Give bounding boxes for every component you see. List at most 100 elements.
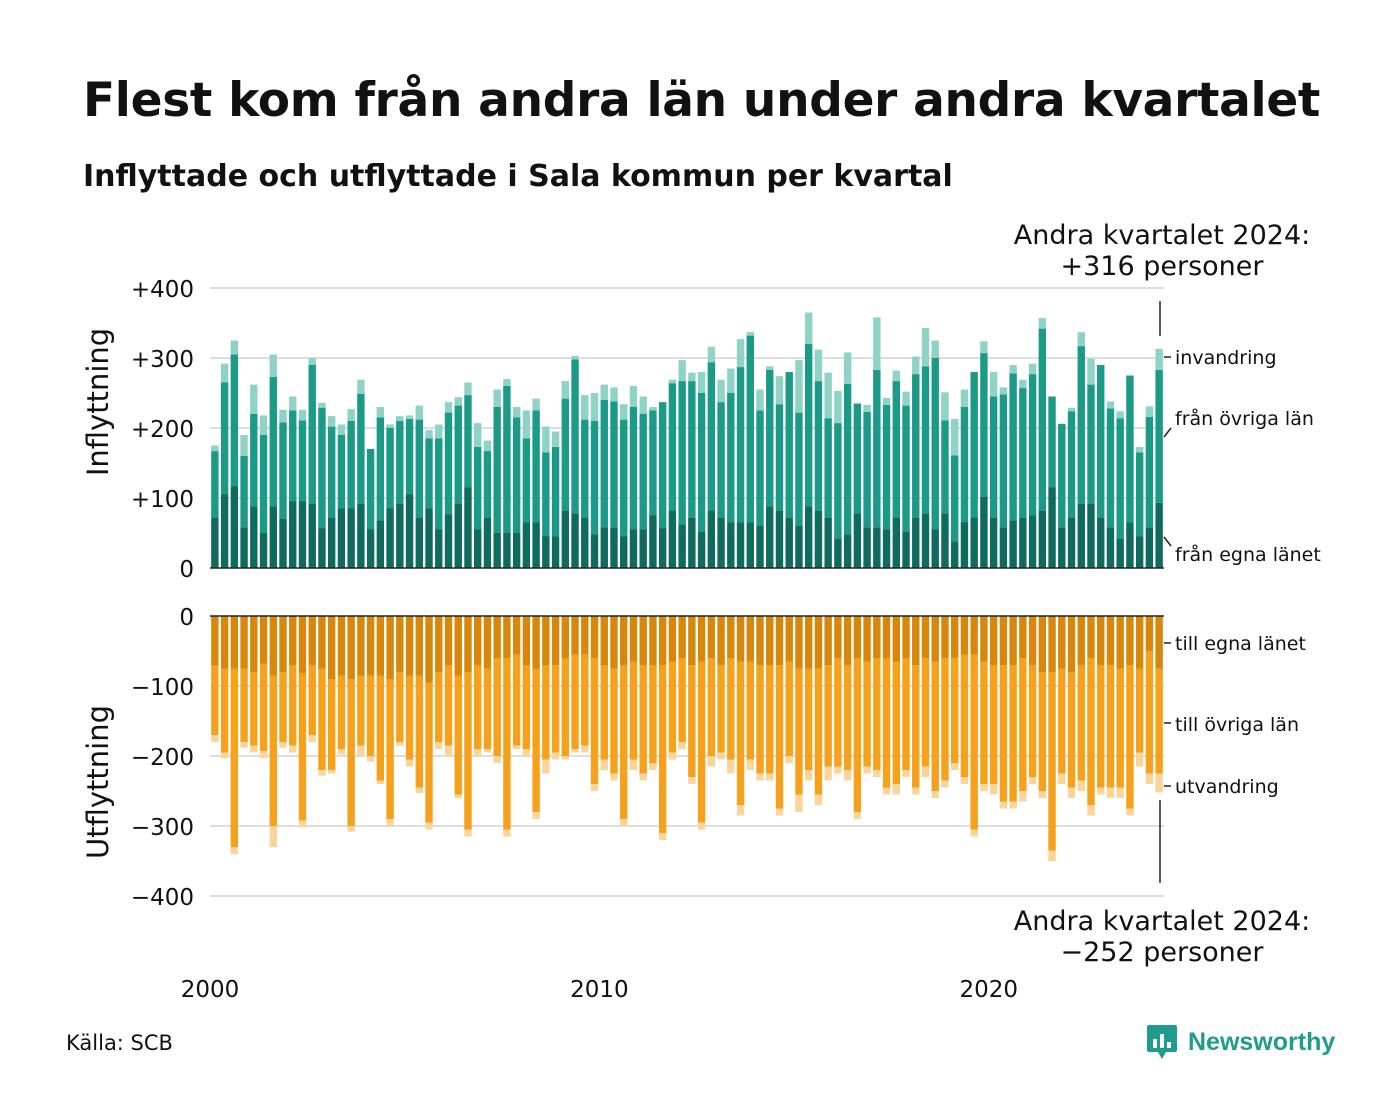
- bar-invandring: [746, 332, 754, 336]
- bar-till-ovriga-lan: [727, 658, 735, 760]
- bar-till-egna-lanet: [444, 616, 453, 665]
- bar-invandring: [1038, 318, 1047, 329]
- migration-chart: 0 +100 +200 +300 +400 0 −100 −200 −300 −400 2000 20…: [81, 220, 1321, 1003]
- bar-till-egna-lanet: [736, 616, 745, 662]
- bar-invandring: [483, 440, 492, 452]
- bar-till-egna-lanet: [1067, 616, 1076, 672]
- bar-till-egna-lanet: [921, 616, 930, 658]
- bar-till-ovriga-lan: [211, 665, 219, 735]
- bar-fran-egna-lanet: [1135, 536, 1144, 568]
- bar-utvandring: [960, 777, 969, 784]
- bar-fran-egna-lanet: [240, 527, 248, 568]
- bar-till-ovriga-lan: [688, 665, 696, 777]
- bar-utvandring: [668, 752, 677, 760]
- bar-fran-ovriga-lan: [785, 372, 793, 518]
- bar-fran-ovriga-lan: [493, 407, 501, 533]
- bar-till-egna-lanet: [1145, 616, 1154, 651]
- bar-fran-egna-lanet: [308, 503, 316, 568]
- bar-invandring: [1116, 411, 1124, 419]
- bar-fran-ovriga-lan: [1058, 423, 1066, 528]
- bar-fran-ovriga-lan: [318, 407, 326, 529]
- bar-till-egna-lanet: [512, 616, 521, 655]
- bar-till-ovriga-lan: [347, 679, 355, 826]
- bar-fran-egna-lanet: [230, 486, 239, 568]
- bar-utvandring: [512, 745, 521, 749]
- bar-fran-ovriga-lan: [415, 419, 423, 518]
- bar-fran-ovriga-lan: [688, 381, 696, 518]
- bar-fran-egna-lanet: [1097, 517, 1105, 568]
- bar-fran-ovriga-lan: [551, 446, 560, 537]
- bar-till-egna-lanet: [824, 616, 832, 665]
- bar-invandring: [318, 402, 326, 408]
- bar-fran-ovriga-lan: [697, 393, 706, 532]
- bar-till-ovriga-lan: [834, 658, 842, 767]
- bar-till-ovriga-lan: [678, 658, 686, 742]
- bar-utvandring: [279, 742, 287, 748]
- bar-till-egna-lanet: [590, 616, 599, 658]
- bar-till-ovriga-lan: [464, 672, 472, 830]
- bar-till-ovriga-lan: [386, 679, 394, 819]
- bar-utvandring: [834, 766, 842, 774]
- bar-till-egna-lanet: [522, 616, 531, 665]
- bar-fran-ovriga-lan: [337, 435, 346, 509]
- bar-fran-ovriga-lan: [308, 365, 316, 504]
- bar-invandring: [1028, 363, 1037, 375]
- bar-fran-egna-lanet: [1048, 487, 1056, 568]
- bar-till-egna-lanet: [483, 616, 492, 669]
- bar-invandring: [1077, 332, 1085, 347]
- bar-fran-egna-lanet: [649, 515, 657, 568]
- bar-fran-ovriga-lan: [396, 421, 404, 504]
- bar-till-egna-lanet: [327, 616, 336, 679]
- bar-utvandring: [250, 745, 258, 753]
- bar-till-egna-lanet: [464, 616, 472, 672]
- bar-utvandring: [1067, 787, 1076, 798]
- bar-invandring: [804, 312, 813, 344]
- bar-fran-ovriga-lan: [1097, 365, 1105, 518]
- bar-invandring: [444, 402, 453, 413]
- bar-fran-egna-lanet: [1019, 517, 1027, 568]
- bar-till-ovriga-lan: [1097, 665, 1105, 788]
- bar-fran-ovriga-lan: [464, 395, 472, 488]
- bar-utvandring: [824, 766, 832, 781]
- bar-fran-ovriga-lan: [289, 410, 297, 502]
- bar-till-ovriga-lan: [717, 665, 725, 753]
- bar-till-ovriga-lan: [415, 675, 423, 788]
- bar-fran-egna-lanet: [863, 527, 871, 568]
- bar-invandring: [843, 352, 852, 384]
- bar-till-ovriga-lan: [522, 665, 531, 749]
- bar-invandring: [512, 407, 521, 418]
- bar-utvandring: [863, 766, 871, 774]
- source-credit: Källa: SCB: [66, 1031, 173, 1055]
- bar-fran-ovriga-lan: [960, 407, 969, 523]
- bar-till-ovriga-lan: [902, 658, 910, 770]
- bar-till-ovriga-lan: [668, 661, 677, 753]
- bar-invandring: [921, 327, 930, 367]
- bar-fran-egna-lanet: [571, 513, 579, 568]
- bar-fran-egna-lanet: [435, 529, 443, 568]
- bar-fran-egna-lanet: [405, 494, 414, 568]
- bar-invandring: [1135, 446, 1144, 453]
- bar-invandring: [396, 416, 404, 421]
- bar-till-egna-lanet: [727, 616, 735, 658]
- bar-invandring: [600, 384, 608, 400]
- bar-till-egna-lanet: [454, 616, 462, 676]
- bar-till-egna-lanet: [843, 616, 852, 665]
- bar-invandring: [756, 389, 764, 411]
- bar-utvandring: [1077, 780, 1085, 791]
- bar-till-egna-lanet: [347, 616, 355, 679]
- bar-fran-ovriga-lan: [766, 369, 774, 507]
- bar-till-egna-lanet: [902, 616, 910, 658]
- bar-till-egna-lanet: [785, 616, 793, 662]
- bar-till-egna-lanet: [435, 616, 443, 672]
- bar-invandring: [639, 396, 647, 414]
- bar-utvandring: [853, 812, 862, 819]
- bar-till-ovriga-lan: [1106, 665, 1115, 788]
- bar-invandring: [766, 366, 774, 370]
- y-tick-label: 0: [179, 605, 194, 631]
- bar-till-ovriga-lan: [804, 668, 813, 770]
- y-tick-label: +200: [131, 417, 194, 443]
- bar-fran-egna-lanet: [620, 536, 628, 568]
- bar-till-egna-lanet: [1058, 616, 1066, 669]
- bar-fran-ovriga-lan: [629, 407, 638, 530]
- bar-fran-egna-lanet: [551, 536, 560, 568]
